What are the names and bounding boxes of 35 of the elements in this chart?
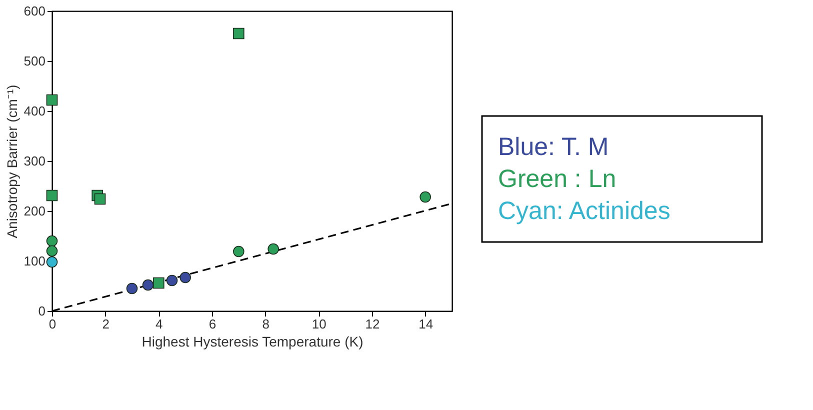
x-tick-label: 12: [365, 316, 380, 332]
point: [46, 190, 58, 202]
x-tick-label: 2: [102, 316, 110, 332]
x-tick-label: 0: [48, 316, 56, 332]
y-tick-label: 300: [24, 154, 46, 168]
point: [166, 274, 178, 286]
y-tick-label: 400: [24, 104, 46, 118]
point: [233, 246, 244, 258]
point: [94, 193, 106, 205]
point: [46, 94, 58, 106]
point: [233, 28, 244, 40]
point: [46, 256, 58, 268]
point: [46, 245, 58, 257]
y-tick-label: 600: [24, 4, 46, 18]
text: Green : Ln: [498, 165, 616, 193]
x-axis-title: Highest Hysteresis Temperature (K): [142, 334, 364, 350]
point: [420, 191, 431, 203]
y-tick-label: 0: [38, 304, 46, 318]
x-tick-label: 4: [156, 316, 163, 332]
y-tick-label: 500: [24, 54, 46, 68]
text: Blue: T. M: [498, 133, 609, 161]
point: [153, 277, 164, 289]
y-tick-label: 100: [24, 254, 46, 268]
x-tick-label: 14: [418, 316, 434, 332]
x-tick-label: 8: [262, 316, 270, 332]
point: [180, 272, 191, 284]
x-tick-label: 10: [312, 316, 326, 332]
y-tick-label: 200: [24, 204, 46, 218]
point: [142, 279, 154, 291]
text: Cyan: Actinides: [498, 197, 670, 225]
point: [268, 243, 279, 255]
y-axis-title: Anisotropy Barrier (cm⁻¹): [4, 84, 20, 238]
point: [46, 235, 58, 247]
x-tick-label: 6: [208, 316, 216, 332]
point: [126, 282, 138, 294]
